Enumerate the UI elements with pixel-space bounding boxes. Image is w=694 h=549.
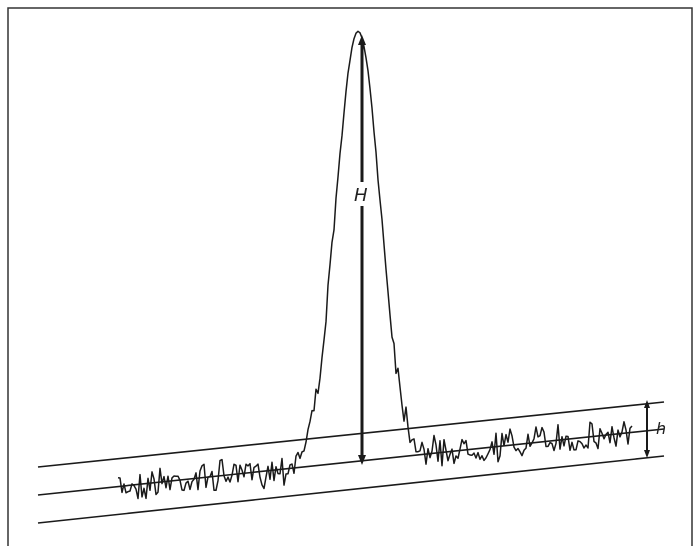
frame-border — [7, 7, 693, 546]
peak-height-label: H — [354, 185, 368, 206]
noise-band-lower-line — [37, 455, 665, 524]
noise-band-upper-line — [37, 401, 665, 468]
noise-height-label: h — [656, 419, 666, 438]
signal-trace — [117, 30, 633, 500]
peak-height-label-backdrop — [350, 182, 374, 206]
